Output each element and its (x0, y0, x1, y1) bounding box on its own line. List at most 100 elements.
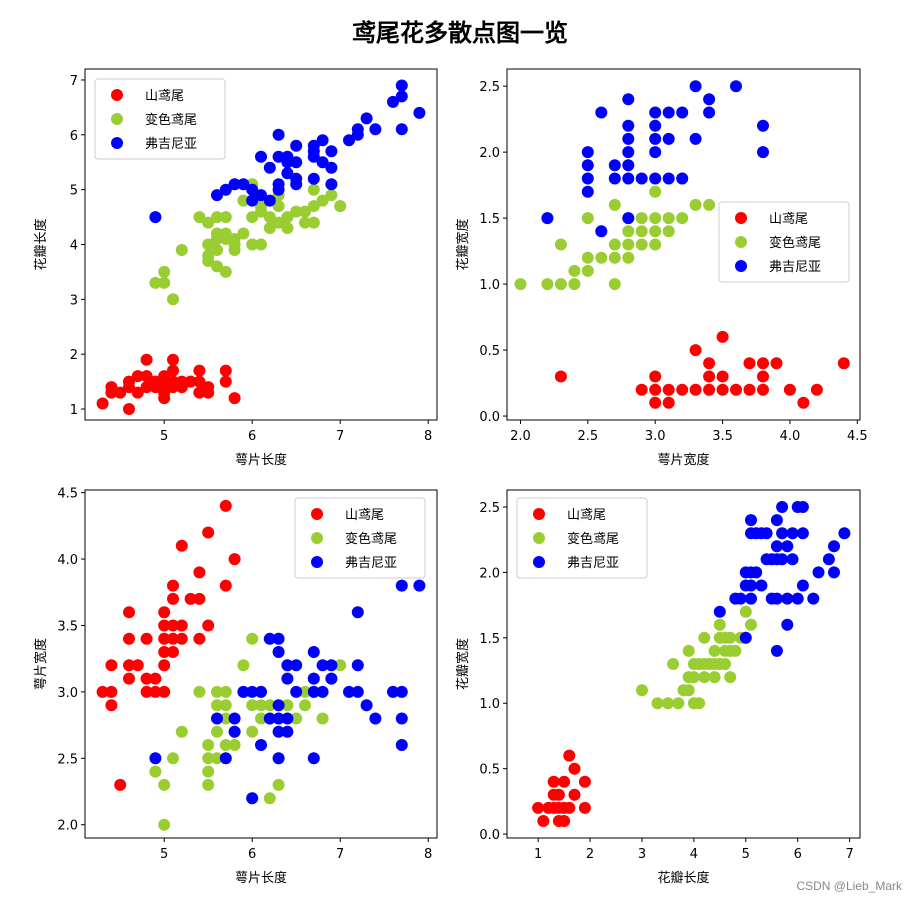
data-point (581, 264, 594, 277)
data-point (123, 606, 135, 619)
data-point (299, 205, 311, 218)
data-point (246, 632, 259, 645)
data-point (158, 659, 171, 672)
data-point (307, 172, 320, 185)
data-point (281, 150, 294, 163)
data-point (672, 697, 685, 710)
data-point (158, 370, 171, 383)
data-point (689, 344, 702, 357)
data-point (114, 778, 127, 791)
data-point (563, 801, 576, 814)
data-point (698, 671, 711, 684)
data-point (649, 146, 662, 159)
data-point (123, 672, 135, 685)
data-point (369, 712, 382, 725)
data-point (281, 222, 294, 234)
data-point (307, 183, 320, 196)
data-point (649, 119, 662, 132)
data-point (281, 167, 294, 180)
data-point (568, 762, 581, 775)
data-point (193, 211, 206, 224)
data-point (783, 383, 796, 396)
data-point (649, 396, 662, 409)
data-point (622, 93, 635, 106)
data-point (149, 375, 162, 388)
data-point (622, 132, 635, 145)
plot-frame (506, 68, 861, 421)
data-point (578, 775, 591, 788)
data-point (541, 212, 554, 225)
data-point (595, 106, 608, 119)
data-point (316, 156, 329, 169)
data-point (193, 386, 206, 399)
data-point (745, 592, 757, 605)
legend-box (516, 497, 648, 579)
data-point (228, 392, 241, 405)
data-point (662, 132, 675, 145)
data-point (662, 212, 675, 225)
y-tick-label: 2.0 (479, 566, 500, 581)
data-point (635, 238, 648, 251)
data-point (272, 178, 285, 191)
legend-label: 变色鸢尾 (567, 531, 619, 547)
data-point (131, 659, 144, 672)
data-point (237, 194, 250, 207)
data-point (581, 159, 594, 172)
data-point (622, 212, 635, 225)
data-point (581, 185, 594, 198)
data-point (622, 251, 635, 264)
data-point (219, 739, 232, 751)
subplot-petal-width-vs-sepal-width: 2.0 2.5 3.0 3.5 4.0 4.5 0.0 0.5 1.0 1.5 2.0 2.5 萼片宽度… (455, 68, 868, 468)
data-point (563, 749, 576, 762)
data-point (343, 685, 355, 698)
data-point (703, 198, 716, 211)
data-point (649, 225, 662, 238)
data-point (202, 765, 215, 778)
data-point (743, 357, 756, 370)
data-point (211, 752, 223, 765)
y-axis-label: 萼片宽度 (33, 638, 49, 690)
data-point (167, 752, 179, 765)
data-point (123, 632, 135, 645)
data-point (219, 364, 232, 377)
data-point (140, 672, 153, 685)
data-point (175, 619, 188, 632)
data-point (676, 172, 689, 185)
data-point (193, 632, 206, 645)
x-tick-label: 8 (424, 847, 432, 862)
y-tick-label: 2.5 (479, 80, 500, 95)
data-point (219, 183, 232, 196)
data-point (797, 396, 810, 409)
legend-marker (533, 556, 545, 568)
data-point (237, 178, 250, 191)
data-point (781, 592, 794, 605)
data-point (622, 238, 635, 251)
legend-label: 弗吉尼亚 (769, 260, 821, 275)
data-point (796, 579, 809, 592)
data-point (387, 685, 399, 698)
x-tick-label: 5 (160, 847, 168, 862)
data-point (246, 792, 259, 805)
data-point (272, 725, 285, 738)
data-point (608, 198, 621, 211)
data-point (211, 244, 223, 256)
legend-marker (311, 556, 323, 568)
y-tick-label: 1.0 (479, 697, 500, 712)
data-point (796, 527, 809, 540)
x-tick-label: 6 (248, 847, 256, 862)
data-point (272, 632, 285, 645)
data-point (760, 527, 773, 540)
data-point (635, 383, 648, 396)
data-point (299, 685, 311, 698)
data-point (689, 383, 702, 396)
data-point (649, 370, 662, 383)
data-point (228, 725, 241, 738)
data-point (395, 739, 408, 751)
data-point (703, 357, 716, 370)
data-point (713, 618, 726, 631)
data-point (351, 659, 364, 672)
data-point (343, 134, 355, 147)
data-point (807, 592, 820, 605)
data-point (281, 725, 294, 738)
x-tick-label: 2.0 (510, 429, 531, 444)
